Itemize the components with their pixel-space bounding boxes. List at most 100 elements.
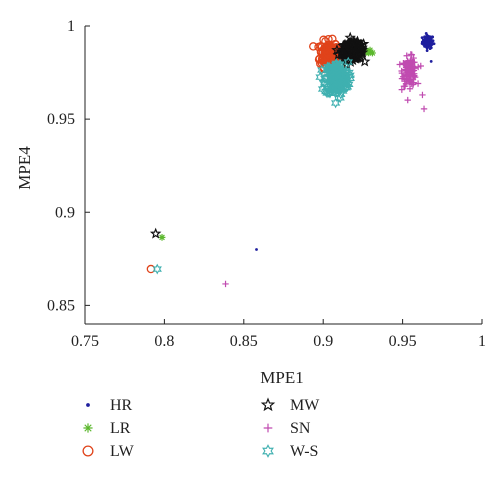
series-hr	[255, 32, 436, 251]
data-point	[330, 97, 341, 109]
data-point	[369, 49, 376, 57]
legend-marker	[86, 403, 90, 407]
data-point	[429, 59, 433, 63]
legend-label: W-S	[290, 443, 318, 460]
data-point	[331, 70, 341, 82]
data-point	[409, 81, 416, 88]
data-point	[408, 51, 416, 58]
data-point	[328, 34, 337, 44]
data-point	[317, 64, 327, 76]
data-point	[406, 85, 414, 92]
legend-item-sn: SN	[263, 420, 311, 437]
data-point	[331, 64, 342, 76]
data-point	[342, 37, 355, 49]
data-point	[424, 35, 428, 39]
data-point	[324, 34, 333, 44]
data-point	[327, 84, 337, 96]
series-sn	[222, 51, 428, 288]
data-point	[343, 56, 353, 68]
data-point	[345, 72, 356, 84]
data-point	[255, 248, 258, 251]
data-point	[337, 66, 347, 78]
legend-item-lw: LW	[82, 443, 135, 460]
data-point	[404, 66, 411, 73]
data-point	[309, 42, 318, 51]
data-point	[331, 76, 342, 88]
data-point	[330, 83, 341, 95]
y-tick-label: 0.95	[47, 111, 75, 128]
legend-label: SN	[290, 420, 311, 437]
x-tick-label: 0.75	[71, 333, 99, 350]
data-point	[424, 32, 428, 35]
data-point	[149, 227, 162, 239]
y-tick-label: 0.85	[47, 297, 75, 314]
legend-marker	[83, 423, 93, 433]
legend-label: HR	[110, 397, 133, 414]
data-point	[420, 36, 424, 40]
data-point	[323, 54, 333, 64]
data-point	[425, 49, 429, 53]
data-point	[396, 61, 403, 68]
legend-item-mw: MW	[260, 397, 320, 414]
legend-marker	[262, 444, 274, 458]
data-points	[146, 31, 436, 288]
x-tick-label: 0.9	[313, 333, 333, 350]
data-point	[429, 41, 433, 45]
data-point	[315, 71, 325, 83]
data-point	[348, 42, 360, 54]
data-point	[408, 57, 415, 65]
data-point	[152, 263, 162, 275]
data-point	[344, 67, 354, 78]
data-point	[403, 52, 410, 59]
data-point	[364, 48, 371, 56]
data-point	[411, 64, 418, 71]
data-point	[427, 38, 430, 42]
data-point	[408, 60, 416, 68]
x-tick-label: 0.95	[389, 333, 417, 350]
data-point	[321, 86, 331, 97]
legend-label: LR	[110, 420, 131, 437]
x-tick-label: 1	[478, 333, 486, 350]
series-w-s	[152, 56, 356, 275]
data-point	[414, 80, 422, 87]
legend-label: LW	[110, 443, 135, 460]
data-point	[407, 71, 414, 78]
data-point	[321, 44, 330, 54]
data-point	[404, 96, 411, 104]
data-point	[403, 78, 411, 85]
data-point	[398, 67, 405, 75]
data-point	[431, 39, 435, 43]
data-point	[398, 86, 406, 93]
data-point	[428, 47, 432, 51]
data-point	[420, 105, 428, 113]
x-axis-label: MPE1	[260, 368, 303, 387]
data-point	[429, 36, 432, 39]
data-point	[222, 280, 229, 288]
data-point	[426, 42, 430, 45]
data-point	[315, 54, 324, 63]
data-point	[400, 60, 407, 67]
legend-item-w-s: W-S	[262, 443, 318, 460]
legend-label: MW	[290, 397, 320, 414]
data-point	[428, 44, 432, 48]
data-point	[432, 42, 436, 46]
legend-marker	[260, 397, 276, 412]
data-point	[348, 51, 360, 63]
legend-item-lr: LR	[83, 420, 131, 437]
series-mw	[149, 31, 371, 239]
legend: HR LR LW MW SN W-S	[82, 397, 320, 460]
data-point	[366, 46, 374, 54]
axes: 0.75 0.8 0.85 0.9 0.95 1 0.85 0.9 0.95 1	[47, 18, 486, 350]
legend-item-hr: HR	[86, 397, 133, 414]
data-point	[354, 39, 367, 51]
series-lw	[146, 34, 346, 274]
data-point	[424, 37, 428, 41]
y-tick-label: 0.9	[55, 204, 75, 221]
data-point	[419, 91, 426, 99]
x-tick-label: 0.8	[154, 333, 174, 350]
data-point	[158, 233, 166, 241]
data-point	[426, 45, 430, 49]
legend-marker	[82, 445, 94, 457]
x-tick-label: 0.85	[230, 333, 258, 350]
